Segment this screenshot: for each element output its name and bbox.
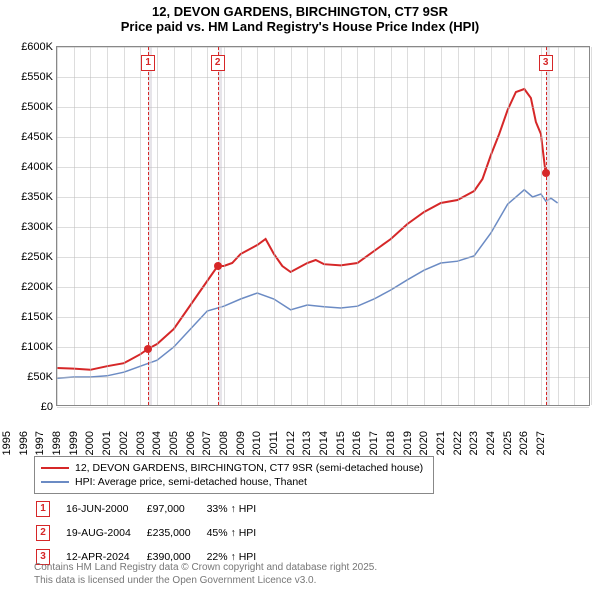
gridline-h: [57, 197, 589, 198]
gridline-v: [474, 47, 475, 405]
trans-marker: 1: [36, 498, 64, 520]
y-tick-label: £150K: [7, 311, 53, 323]
y-tick-label: £250K: [7, 251, 53, 263]
gridline-v: [524, 47, 525, 405]
event-marker-box: 3: [539, 55, 553, 71]
price-marker-dot: [542, 169, 550, 177]
footer-text: Contains HM Land Registry data © Crown c…: [34, 562, 377, 587]
footer-line-1: Contains HM Land Registry data © Crown c…: [34, 562, 377, 575]
legend-row: 12, DEVON GARDENS, BIRCHINGTON, CT7 9SR …: [41, 462, 427, 474]
x-tick-label: 2027: [535, 431, 575, 455]
gridline-v: [458, 47, 459, 405]
gridline-v: [174, 47, 175, 405]
gridline-v: [357, 47, 358, 405]
gridline-v: [574, 47, 575, 405]
y-tick-label: £100K: [7, 341, 53, 353]
trans-price: £235,000: [147, 522, 205, 544]
gridline-v: [307, 47, 308, 405]
gridline-v: [491, 47, 492, 405]
legend-label: HPI: Average price, semi-detached house,…: [75, 476, 307, 488]
gridline-h: [57, 377, 589, 378]
gridline-v: [391, 47, 392, 405]
gridline-v: [140, 47, 141, 405]
gridline-h: [57, 287, 589, 288]
legend-swatch: [41, 467, 69, 469]
y-tick-label: £0: [7, 401, 53, 413]
gridline-h: [57, 257, 589, 258]
footer-line-2: This data is licensed under the Open Gov…: [34, 575, 377, 588]
gridline-v: [424, 47, 425, 405]
trans-price: £97,000: [147, 498, 205, 520]
gridline-v: [74, 47, 75, 405]
trans-date: 19-AUG-2004: [66, 522, 145, 544]
gridline-v: [407, 47, 408, 405]
y-tick-label: £400K: [7, 161, 53, 173]
gridline-v: [191, 47, 192, 405]
gridline-v: [508, 47, 509, 405]
event-line: [546, 47, 547, 405]
event-line: [218, 47, 219, 405]
gridline-h: [57, 317, 589, 318]
legend-swatch: [41, 481, 69, 483]
series-line: [57, 89, 546, 370]
gridline-v: [274, 47, 275, 405]
gridline-h: [57, 227, 589, 228]
gridline-v: [224, 47, 225, 405]
gridline-h: [57, 107, 589, 108]
gridline-v: [157, 47, 158, 405]
legend-label: 12, DEVON GARDENS, BIRCHINGTON, CT7 9SR …: [75, 462, 423, 474]
gridline-v: [291, 47, 292, 405]
price-marker-dot: [144, 345, 152, 353]
gridline-v: [324, 47, 325, 405]
event-marker-box: 1: [141, 55, 155, 71]
gridline-v: [558, 47, 559, 405]
gridline-v: [441, 47, 442, 405]
gridline-h: [57, 77, 589, 78]
gridline-h: [57, 347, 589, 348]
y-tick-label: £600K: [7, 41, 53, 53]
legend: 12, DEVON GARDENS, BIRCHINGTON, CT7 9SR …: [34, 456, 434, 494]
transaction-row: 219-AUG-2004£235,00045% ↑ HPI: [36, 522, 270, 544]
gridline-h: [57, 47, 589, 48]
title-line-2: Price paid vs. HM Land Registry's House …: [0, 19, 600, 34]
gridline-v: [107, 47, 108, 405]
trans-hpi: 45% ↑ HPI: [207, 522, 271, 544]
gridline-v: [541, 47, 542, 405]
gridline-v: [341, 47, 342, 405]
trans-date: 16-JUN-2000: [66, 498, 145, 520]
chart-svg: [57, 47, 589, 405]
gridline-v: [124, 47, 125, 405]
transactions-table: 116-JUN-2000£97,00033% ↑ HPI219-AUG-2004…: [34, 496, 272, 570]
price-marker-dot: [214, 262, 222, 270]
gridline-h: [57, 137, 589, 138]
title-line-1: 12, DEVON GARDENS, BIRCHINGTON, CT7 9SR: [0, 4, 600, 19]
y-tick-label: £300K: [7, 221, 53, 233]
gridline-v: [207, 47, 208, 405]
y-tick-label: £350K: [7, 191, 53, 203]
gridline-v: [374, 47, 375, 405]
gridline-v: [90, 47, 91, 405]
trans-marker: 2: [36, 522, 64, 544]
y-tick-label: £550K: [7, 71, 53, 83]
trans-hpi: 33% ↑ HPI: [207, 498, 271, 520]
y-tick-label: £500K: [7, 101, 53, 113]
gridline-h: [57, 167, 589, 168]
gridline-v: [57, 47, 58, 405]
y-tick-label: £200K: [7, 281, 53, 293]
gridline-h: [57, 407, 589, 408]
gridline-v: [591, 47, 592, 405]
chart-title-block: 12, DEVON GARDENS, BIRCHINGTON, CT7 9SR …: [0, 0, 600, 34]
legend-row: HPI: Average price, semi-detached house,…: [41, 476, 427, 488]
y-tick-label: £50K: [7, 371, 53, 383]
y-tick-label: £450K: [7, 131, 53, 143]
gridline-v: [241, 47, 242, 405]
event-marker-box: 2: [211, 55, 225, 71]
chart-area: £0£50K£100K£150K£200K£250K£300K£350K£400…: [56, 46, 590, 406]
gridline-v: [257, 47, 258, 405]
transaction-row: 116-JUN-2000£97,00033% ↑ HPI: [36, 498, 270, 520]
